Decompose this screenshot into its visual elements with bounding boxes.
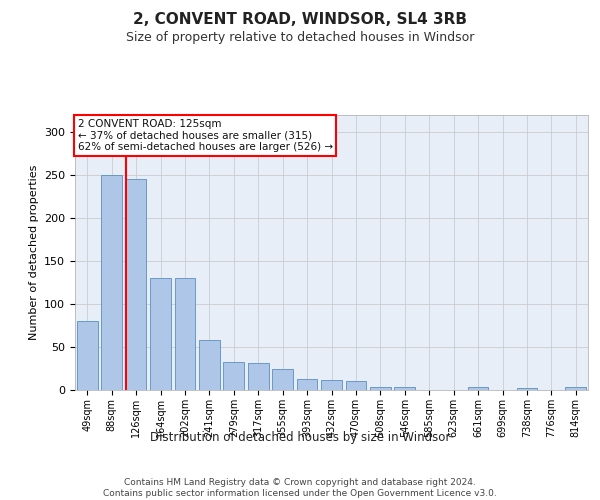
Bar bbox=[199, 340, 220, 390]
Bar bbox=[296, 379, 317, 390]
Bar bbox=[565, 388, 586, 390]
Bar bbox=[394, 388, 415, 390]
Bar bbox=[125, 180, 146, 390]
Bar bbox=[101, 175, 122, 390]
Text: Contains HM Land Registry data © Crown copyright and database right 2024.
Contai: Contains HM Land Registry data © Crown c… bbox=[103, 478, 497, 498]
Text: 2, CONVENT ROAD, WINDSOR, SL4 3RB: 2, CONVENT ROAD, WINDSOR, SL4 3RB bbox=[133, 12, 467, 28]
Text: 2 CONVENT ROAD: 125sqm
← 37% of detached houses are smaller (315)
62% of semi-de: 2 CONVENT ROAD: 125sqm ← 37% of detached… bbox=[77, 119, 332, 152]
Bar bbox=[346, 380, 367, 390]
Bar bbox=[370, 388, 391, 390]
Text: Size of property relative to detached houses in Windsor: Size of property relative to detached ho… bbox=[126, 31, 474, 44]
Bar bbox=[248, 362, 269, 390]
Y-axis label: Number of detached properties: Number of detached properties bbox=[29, 165, 38, 340]
Bar bbox=[272, 368, 293, 390]
Bar bbox=[223, 362, 244, 390]
Bar bbox=[150, 278, 171, 390]
Bar bbox=[467, 388, 488, 390]
Bar bbox=[321, 380, 342, 390]
Text: Distribution of detached houses by size in Windsor: Distribution of detached houses by size … bbox=[150, 431, 450, 444]
Bar bbox=[77, 322, 98, 390]
Bar bbox=[517, 388, 538, 390]
Bar bbox=[175, 278, 196, 390]
